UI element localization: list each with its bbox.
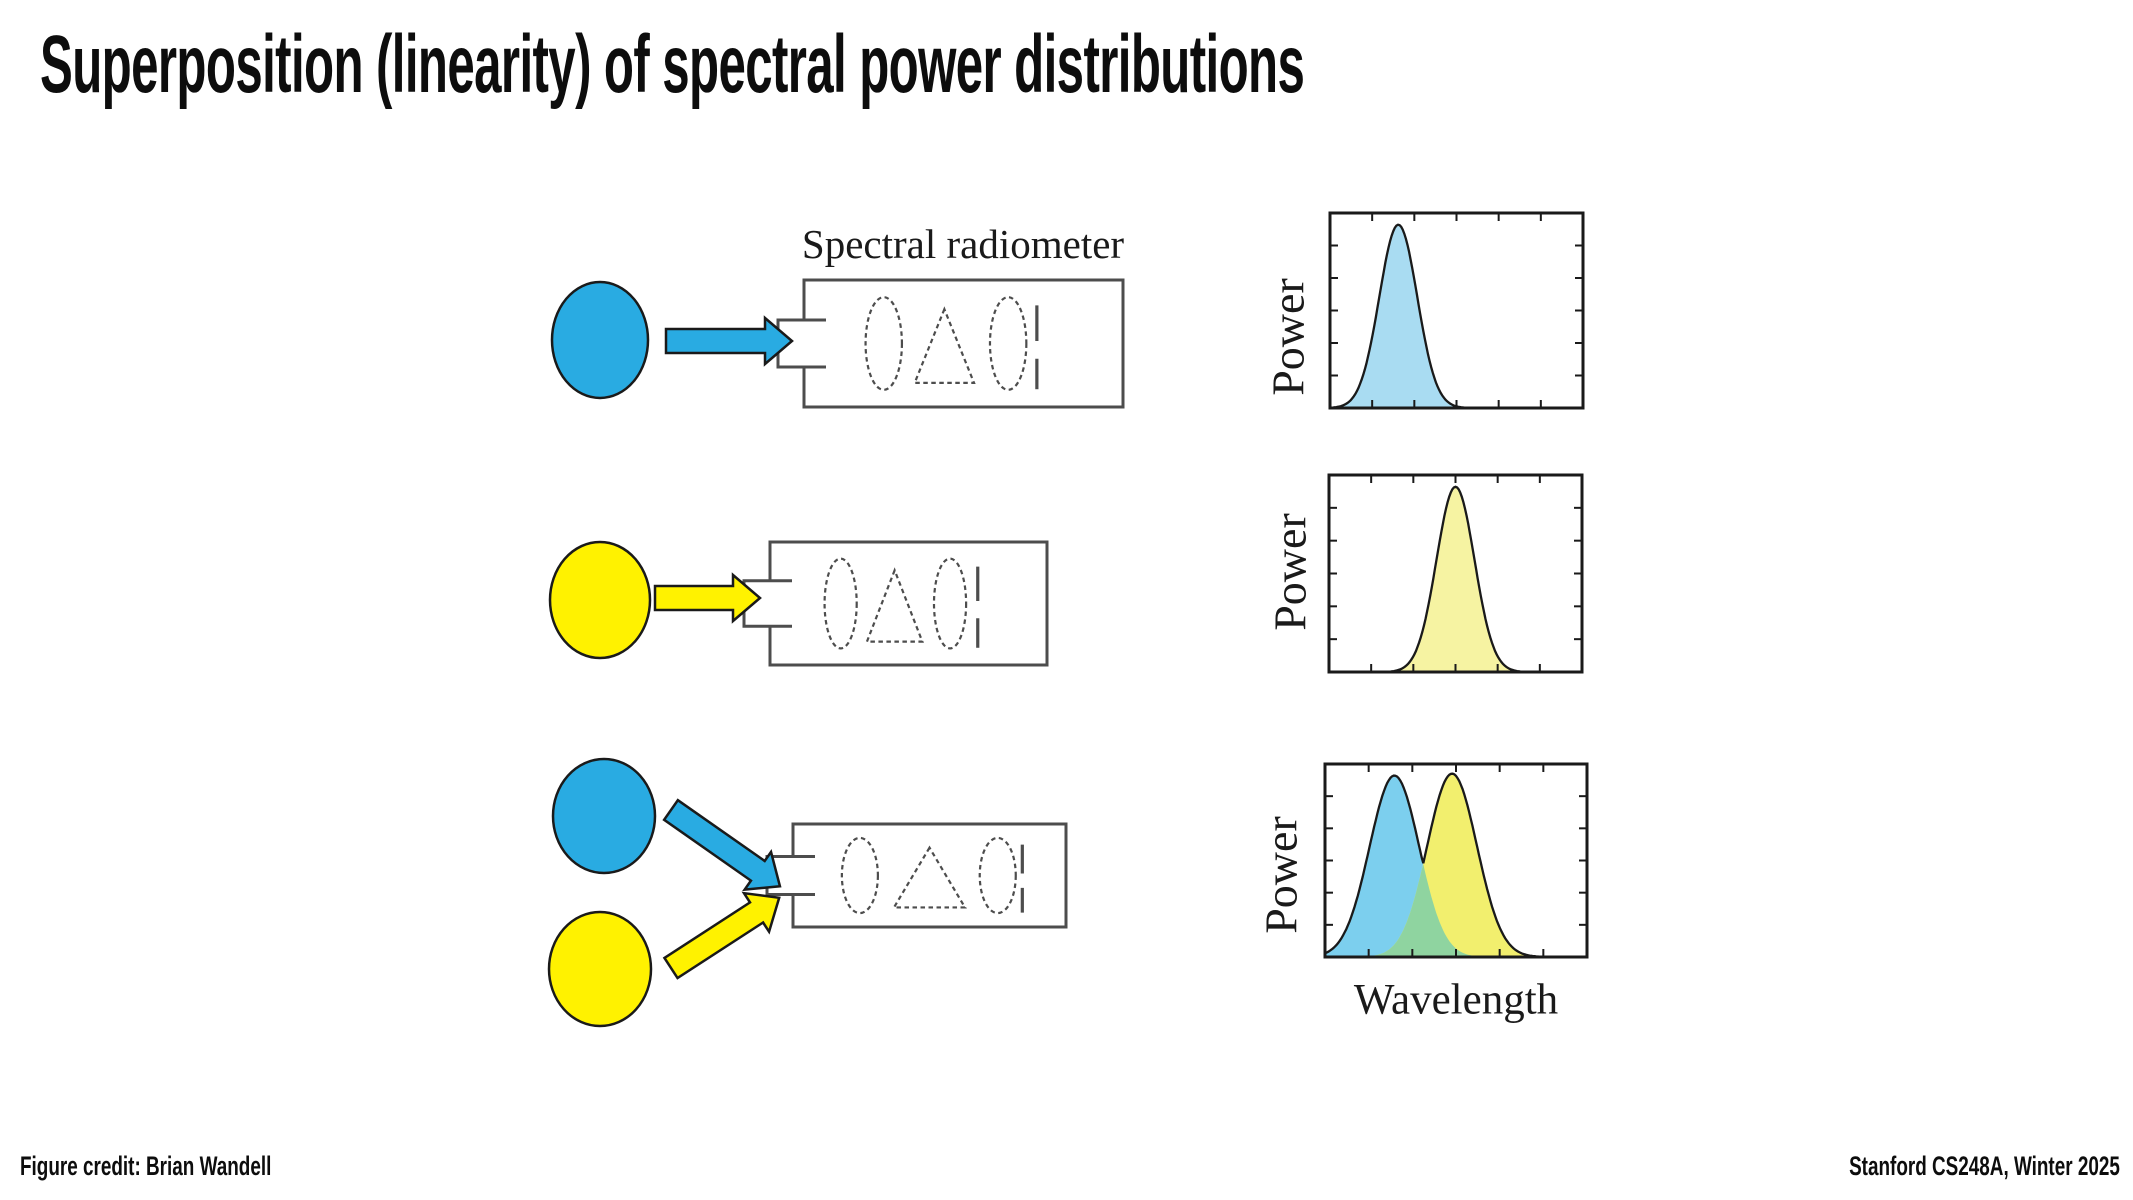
yellow-arrow: [662, 891, 781, 980]
prism-icon: [913, 306, 976, 384]
spd-curve-fill: [1329, 486, 1582, 672]
lens-icon: [988, 296, 1028, 391]
yellow-arrow: [653, 572, 762, 624]
figure-credit: Figure credit: Brian Wandell: [20, 1151, 272, 1181]
course-footer: Stanford CS248A, Winter 2025: [1849, 1151, 2120, 1181]
blue-spd-fill: [1325, 775, 1587, 957]
blue-light-source: [550, 280, 650, 400]
blue-light-source: [551, 757, 657, 875]
lens-icon: [864, 296, 904, 391]
axis-ticks: [1330, 213, 1583, 408]
wavelength-axis-label: Wavelength: [1353, 976, 1559, 1024]
spectral-radiometer-box: [776, 278, 1125, 409]
spectral-radiometer-box: [765, 822, 1068, 929]
power-axis-label: Power: [1255, 816, 1307, 934]
spd-curve-fill: [1330, 224, 1583, 408]
axis-ticks: [1325, 764, 1587, 957]
blue-arrow: [662, 798, 782, 892]
blue-arrow: [664, 315, 794, 367]
yellow-light-source: [547, 910, 653, 1028]
prism-icon: [865, 567, 924, 643]
prism-icon: [892, 845, 967, 909]
yellow-spd-fill: [1325, 773, 1587, 957]
yellow-light-source: [548, 540, 652, 660]
power-spectrum-plot-combined: [1323, 762, 1589, 959]
power-axis-label: Power: [1264, 513, 1316, 631]
slide-title: Superposition (linearity) of spectral po…: [40, 19, 1305, 110]
spectral-radiometer-box: [742, 540, 1049, 667]
lens-icon: [823, 557, 858, 650]
power-axis-label: Power: [1262, 278, 1314, 396]
power-spectrum-plot-yellow: [1327, 473, 1584, 674]
power-spectrum-plot-blue: [1328, 211, 1585, 410]
lens-icon: [932, 557, 968, 650]
spectral-radiometer-label: Spectral radiometer: [801, 221, 1125, 267]
axis-ticks: [1329, 475, 1582, 672]
lens-icon: [840, 836, 880, 915]
lens-icon: [978, 836, 1017, 915]
